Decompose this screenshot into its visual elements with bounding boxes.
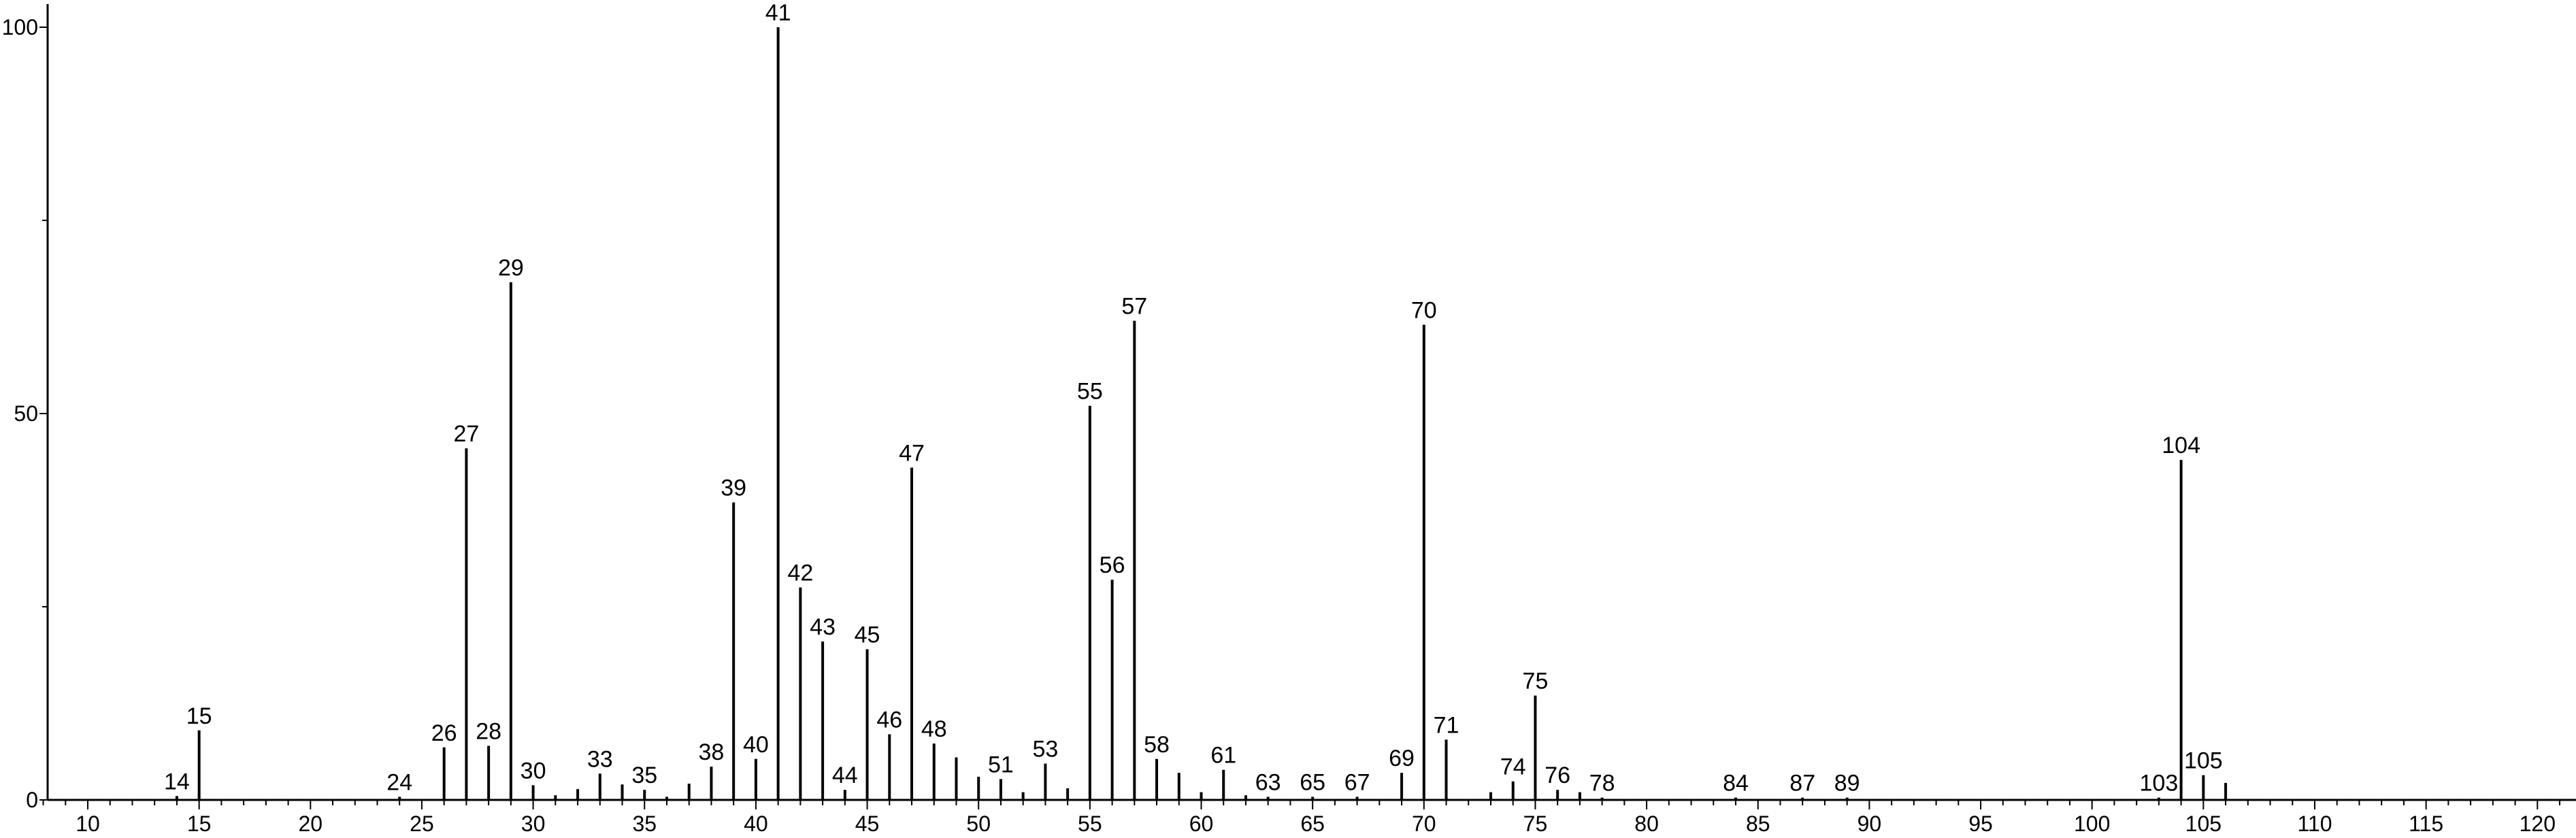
peak-label: 63 (1255, 769, 1281, 795)
peak-label: 76 (1545, 762, 1570, 788)
peak-label: 46 (876, 707, 902, 733)
peak-label: 89 (1834, 771, 1860, 797)
peak-label: 84 (1723, 771, 1749, 797)
peak-label: 65 (1300, 769, 1325, 795)
peak-label: 27 (453, 421, 479, 447)
y-tick-label: 100 (2, 15, 38, 39)
x-tick-label: 85 (1746, 811, 1770, 836)
peak-label: 39 (721, 475, 746, 501)
peak-label: 29 (498, 255, 524, 281)
peak-label: 47 (899, 441, 925, 467)
axes (46, 4, 2576, 801)
peak-label: 105 (2184, 748, 2223, 774)
peak-label: 58 (1144, 732, 1170, 758)
peak-label: 104 (2162, 433, 2200, 458)
peak-label: 30 (521, 758, 546, 784)
peak-label: 55 (1077, 379, 1103, 405)
x-tick-label: 60 (1189, 811, 1214, 836)
x-tick-label: 95 (1968, 811, 1993, 836)
x-tick-label: 35 (632, 811, 657, 836)
x-tick-label: 115 (2409, 811, 2443, 836)
x-tick-label: 10 (76, 811, 100, 836)
peak-label: 26 (431, 720, 457, 746)
peak-label: 70 (1411, 297, 1437, 323)
peak-label: 71 (1434, 712, 1459, 738)
x-tick-label: 110 (2297, 811, 2332, 836)
peak-label: 14 (164, 769, 190, 794)
peaks (175, 27, 2228, 800)
y-tick-label: 0 (26, 788, 38, 812)
y-tick-label: 50 (14, 401, 38, 426)
x-tick-label: 20 (299, 811, 323, 836)
peak-label: 67 (1344, 769, 1370, 795)
peak-label: 43 (810, 614, 836, 640)
x-ticks: 10 15 20 25 30 35 40 45 50 55 60 65 70 75 80 85 90 95 100 1… (42, 800, 2561, 836)
x-tick-label: 120 (2520, 811, 2556, 836)
peak-label: 24 (386, 769, 412, 795)
peak-labels: 14 15 24 26 27 28 29 30 33 35 38 39 40 41 42 43 44 45 46 47… (164, 0, 2223, 797)
x-tick-label: 30 (521, 811, 546, 836)
x-tick-label: 45 (855, 811, 880, 836)
x-tick-label: 65 (1300, 811, 1325, 836)
x-tick-label: 105 (2185, 811, 2222, 836)
peak-label: 40 (743, 732, 769, 758)
peak-label: 87 (1789, 771, 1815, 797)
x-tick-label: 15 (187, 811, 212, 836)
peak-label: 56 (1100, 552, 1125, 578)
peak-label: 44 (832, 762, 858, 788)
peak-label: 74 (1500, 754, 1526, 780)
peak-label: 38 (699, 739, 725, 765)
peak-label: 35 (631, 762, 657, 788)
x-tick-label: 55 (1078, 811, 1102, 836)
peak-label: 41 (765, 0, 791, 26)
peak-label: 48 (921, 716, 947, 742)
peak-label: 28 (476, 718, 501, 744)
peak-label: 61 (1210, 743, 1236, 769)
x-tick-label: 80 (1634, 811, 1659, 836)
x-tick-label: 50 (966, 811, 991, 836)
x-tick-label: 70 (1412, 811, 1436, 836)
x-tick-label: 40 (744, 811, 768, 836)
x-tick-label: 90 (1857, 811, 1882, 836)
peak-label: 53 (1032, 737, 1058, 762)
peak-label: 42 (787, 560, 813, 586)
x-tick-label: 100 (2074, 811, 2110, 836)
y-ticks: 0 50 100 (2, 15, 48, 812)
peak-label: 15 (186, 703, 212, 729)
peak-label: 45 (855, 622, 880, 648)
x-tick-label: 25 (410, 811, 434, 836)
peak-label: 57 (1121, 294, 1147, 320)
peak-label: 75 (1523, 669, 1549, 694)
peak-label: 69 (1389, 745, 1415, 771)
peak-label: 33 (587, 746, 613, 772)
x-tick-label: 75 (1523, 811, 1548, 836)
peak-label: 51 (988, 752, 1014, 777)
peak-label: 103 (2140, 771, 2179, 797)
peak-label: 78 (1589, 771, 1615, 797)
